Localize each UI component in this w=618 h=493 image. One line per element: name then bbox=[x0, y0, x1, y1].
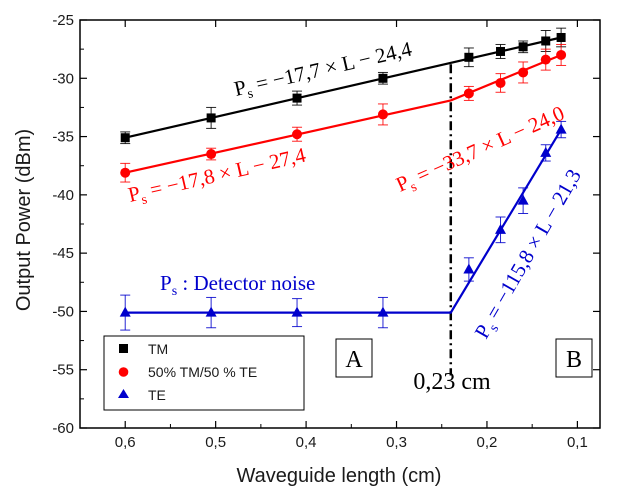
region-a-label: A bbox=[345, 347, 363, 373]
x-tick-label: 0,6 bbox=[115, 434, 136, 451]
data-point-mix bbox=[495, 77, 506, 88]
data-point-mix bbox=[540, 54, 551, 65]
data-point-tm bbox=[120, 133, 130, 143]
data-point-tm bbox=[378, 73, 388, 83]
data-point-tm bbox=[556, 32, 566, 42]
x-tick-label: 0,3 bbox=[386, 434, 407, 451]
x-tick-label: 0,2 bbox=[477, 434, 498, 451]
x-axis-title: Waveguide length (cm) bbox=[237, 465, 442, 487]
data-point-tm bbox=[518, 42, 528, 52]
data-point-mix bbox=[463, 88, 474, 99]
region-b-label: B bbox=[566, 347, 582, 373]
y-tick-label: -25 bbox=[52, 12, 74, 29]
data-point-mix bbox=[292, 129, 303, 140]
legend-marker-tm bbox=[119, 344, 128, 353]
data-point-mix bbox=[556, 49, 567, 60]
data-point-te bbox=[555, 123, 567, 134]
data-point-tm bbox=[464, 52, 474, 62]
data-point-mix bbox=[120, 167, 131, 178]
data-point-mix bbox=[518, 67, 529, 78]
equation-mix-short: Ps = −33,7 × L − 24,0 bbox=[392, 101, 569, 200]
legend-label-te: TE bbox=[148, 387, 166, 403]
data-point-te bbox=[291, 306, 303, 317]
data-point-te bbox=[540, 146, 552, 157]
fit-line-2 bbox=[125, 129, 563, 314]
data-point-tm bbox=[496, 46, 506, 56]
data-point-te bbox=[463, 263, 475, 274]
region-a-box bbox=[335, 338, 373, 378]
legend-label-mix: 50% TM/50 % TE bbox=[148, 364, 257, 380]
x-tick-label: 0,1 bbox=[567, 434, 588, 451]
threshold-label: 0,23 cm bbox=[413, 369, 491, 395]
data-point-mix bbox=[377, 109, 388, 120]
data-point-te bbox=[377, 306, 389, 317]
data-point-tm bbox=[541, 36, 551, 46]
y-tick-label: -60 bbox=[52, 420, 74, 437]
legend-box bbox=[103, 335, 305, 411]
y-tick-label: -30 bbox=[52, 70, 74, 87]
y-tick-label: -45 bbox=[52, 245, 74, 262]
axis-layer: -25 -30 -35 -40 -45 -50 -55 -60 0,6 0,5 0,4 0,3 0,2 0… bbox=[52, 12, 601, 451]
fit-line-0 bbox=[124, 36, 562, 139]
data-point-te bbox=[495, 223, 507, 234]
plot-layer bbox=[119, 27, 567, 376]
data-point-mix bbox=[206, 149, 217, 160]
data-point-te bbox=[517, 194, 529, 205]
legend-label-tm: TM bbox=[148, 341, 168, 357]
legend-marker-mix bbox=[118, 367, 129, 377]
y-tick-label: -50 bbox=[52, 303, 74, 320]
data-point-te bbox=[119, 306, 131, 317]
data-point-tm bbox=[206, 113, 216, 123]
y-tick-label: -55 bbox=[52, 362, 74, 379]
y-tick-label: -40 bbox=[52, 187, 74, 204]
equation-tm: Ps = −17,7 × L − 24,4 bbox=[232, 37, 416, 105]
y-axis-title: Output Power (dBm) bbox=[13, 129, 35, 311]
data-point-tm bbox=[292, 93, 302, 103]
data-point-te bbox=[205, 306, 217, 317]
region-b-box bbox=[555, 338, 593, 378]
equation-te-noise: Ps : Detector noise bbox=[160, 271, 315, 299]
legend: TM 50% TM/50 % TE TE bbox=[103, 335, 305, 411]
legend-marker-te bbox=[118, 389, 129, 398]
x-tick-label: 0,5 bbox=[205, 434, 226, 451]
equation-te-short: Ps = −115,8 × L − 21,3 bbox=[470, 165, 590, 345]
x-tick-label: 0,4 bbox=[296, 434, 317, 451]
y-tick-label: -35 bbox=[52, 129, 74, 146]
